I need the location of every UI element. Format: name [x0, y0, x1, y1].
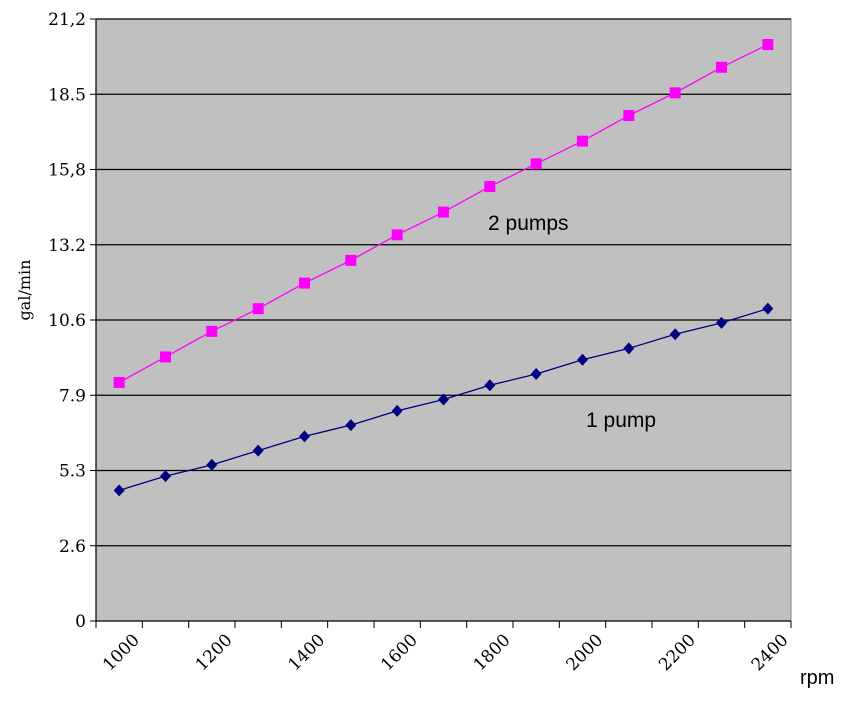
- data-point: [577, 353, 588, 366]
- y-axis-label: gal/min: [15, 260, 34, 321]
- data-point: [345, 419, 357, 432]
- data-point: [623, 342, 635, 355]
- data-point: [206, 458, 218, 471]
- y-tick-label: 15,8: [48, 161, 86, 181]
- y-tick-label: 18.5: [48, 85, 86, 105]
- data-point: [762, 39, 774, 51]
- data-point: [669, 87, 681, 99]
- data-point: [113, 376, 125, 388]
- series-group: [113, 39, 774, 497]
- data-point: [160, 351, 171, 363]
- data-point: [577, 135, 588, 147]
- data-point: [530, 367, 542, 380]
- data-point: [252, 444, 264, 457]
- y-tick-label: 7.9: [59, 386, 86, 406]
- series-label-2-pumps: 2 pumps: [488, 212, 569, 235]
- data-point: [669, 328, 681, 341]
- data-point: [530, 158, 542, 170]
- x-tick-label: 1600: [377, 630, 422, 675]
- series-label-1-pump: 1 pump: [586, 409, 656, 432]
- x-tick-label: 1000: [99, 630, 144, 675]
- data-point: [299, 430, 310, 443]
- y-axis-ticks: 0 2.6 5.3 7.9 10.6 13.2 15,8 18.5 21,2: [48, 10, 96, 632]
- data-point: [391, 229, 403, 241]
- data-point: [623, 110, 635, 122]
- data-point: [716, 61, 727, 73]
- y-tick-label: 2.6: [59, 537, 86, 557]
- x-tick-label: 2000: [562, 630, 607, 675]
- data-point: [484, 181, 496, 193]
- data-point: [345, 254, 357, 266]
- y-tick-label: 10.6: [48, 311, 86, 331]
- data-point: [484, 379, 496, 392]
- x-tick-label: 2200: [655, 630, 700, 675]
- x-tick-label: 1800: [470, 630, 515, 675]
- y-tick-label: 5.3: [59, 462, 86, 482]
- data-point: [113, 484, 125, 497]
- data-point: [160, 470, 171, 483]
- data-point: [762, 302, 774, 315]
- data-point: [206, 325, 218, 337]
- data-point: [438, 206, 449, 218]
- x-tick-label: 2400: [748, 630, 793, 675]
- x-tick-label: 1400: [284, 630, 329, 675]
- data-point: [438, 393, 449, 406]
- data-point: [299, 277, 310, 289]
- data-point: [252, 303, 264, 315]
- x-tick-label: 1200: [192, 630, 237, 675]
- data-point: [391, 404, 403, 417]
- series-0: [113, 39, 774, 388]
- y-tick-label: 0: [75, 612, 86, 632]
- data-point: [716, 316, 727, 329]
- x-axis-label: rpm: [800, 667, 834, 689]
- y-tick-label: 13.2: [48, 236, 86, 256]
- series-1: [113, 302, 774, 497]
- y-tick-label: 21,2: [48, 10, 86, 30]
- x-axis-ticks: 1000 1200 1400 1600 1800 2000 2200 2400: [95, 621, 793, 675]
